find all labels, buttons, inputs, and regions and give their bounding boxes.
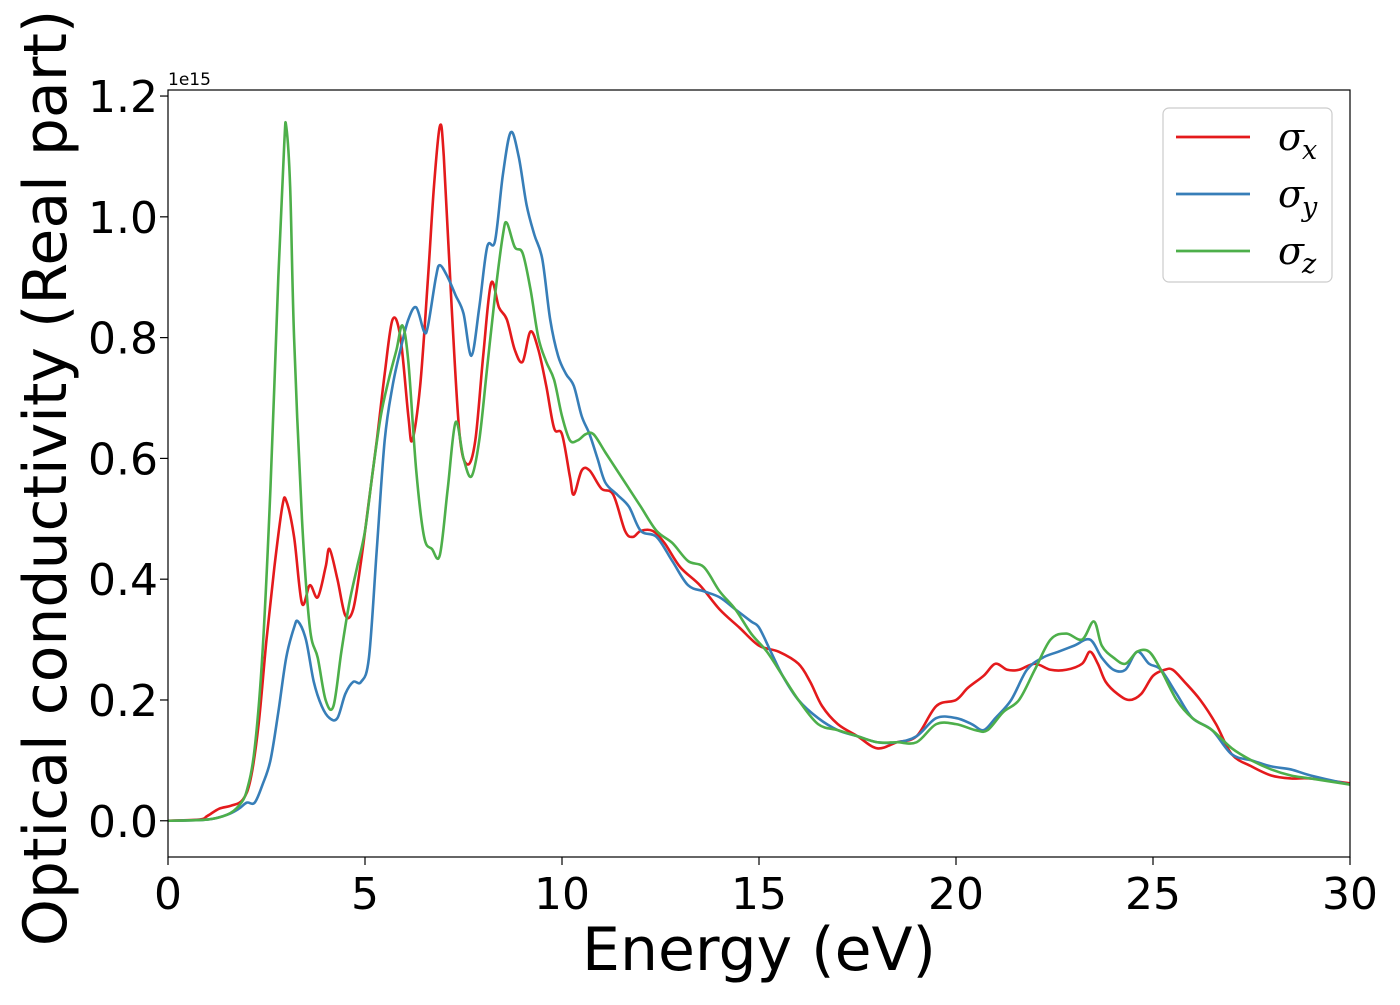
series-line-y: [168, 130, 1350, 823]
x-axis-title: Energy (eV): [582, 915, 936, 985]
series-layer: [168, 120, 1350, 823]
y-tick-label: 1.0: [88, 193, 158, 244]
x-tick-label: 10: [534, 869, 590, 920]
x-tick-label: 5: [351, 869, 379, 920]
y-axis: 0.0 0.2 0.4 0.6 0.8 1.0 1.2: [88, 72, 168, 848]
y-tick-label: 0.8: [88, 314, 158, 365]
x-axis: 0 5 10 15 20 25 30: [154, 857, 1378, 920]
x-tick-label: 25: [1125, 869, 1181, 920]
legend-subscript-z: z: [1301, 249, 1317, 280]
y-tick-label: 0.0: [88, 797, 158, 848]
y-tick-label: 0.6: [88, 434, 158, 485]
x-tick-label: 0: [154, 869, 182, 920]
legend-subscript-y: y: [1301, 192, 1318, 223]
y-axis-title: Optical conductivity (Real part): [11, 10, 81, 947]
legend-subscript-x: x: [1302, 135, 1317, 166]
x-tick-label: 30: [1322, 869, 1378, 920]
x-tick-label: 15: [731, 869, 787, 920]
legend-label-z: σ: [1278, 229, 1305, 273]
y-offset-label: 1e15: [168, 70, 211, 90]
series-line-x: [168, 123, 1350, 823]
y-tick-label: 1.2: [88, 72, 158, 123]
x-tick-label: 20: [928, 869, 984, 920]
legend-label-y: σ: [1278, 172, 1305, 216]
legend-label-x: σ: [1278, 115, 1305, 159]
series-line-z: [168, 120, 1350, 823]
y-tick-label: 0.2: [88, 676, 158, 727]
y-tick-label: 0.4: [88, 555, 158, 606]
